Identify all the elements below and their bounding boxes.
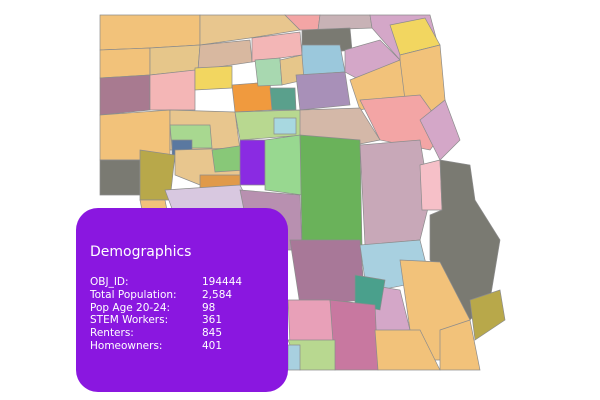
popup-row: STEM Workers: 361 bbox=[90, 314, 242, 327]
popup-row: OBJ_ID: 194444 bbox=[90, 276, 242, 289]
field-value: 401 bbox=[202, 339, 223, 352]
popup-title: Demographics bbox=[90, 244, 192, 260]
popup[interactable]: Demographics OBJ_ID: 194444 Total Populati… bbox=[76, 208, 288, 392]
field-value: 2,584 bbox=[202, 288, 233, 301]
popup-row: Renters: 845 bbox=[90, 327, 242, 340]
field-label: Total Population: bbox=[90, 288, 177, 301]
field-value: 194444 bbox=[202, 276, 243, 288]
field-value: 845 bbox=[202, 327, 223, 340]
field-label: Homeowners: bbox=[90, 339, 163, 352]
field-label: OBJ_ID: bbox=[90, 276, 129, 288]
field-value: 361 bbox=[202, 314, 223, 327]
field-value: 98 bbox=[202, 301, 216, 314]
popup-row: Pop Age 20-24: 98 bbox=[90, 302, 242, 315]
popup-rows: OBJ_ID: 194444 Total Population: 2,584 Pop A… bbox=[90, 276, 242, 353]
popup-row: Total Population: 2,584 bbox=[90, 289, 242, 302]
field-label: Renters: bbox=[90, 327, 134, 340]
field-label: Pop Age 20-24: bbox=[90, 301, 171, 314]
popup-row: Homeowners: 401 bbox=[90, 340, 242, 353]
field-label: STEM Workers: bbox=[90, 314, 169, 327]
